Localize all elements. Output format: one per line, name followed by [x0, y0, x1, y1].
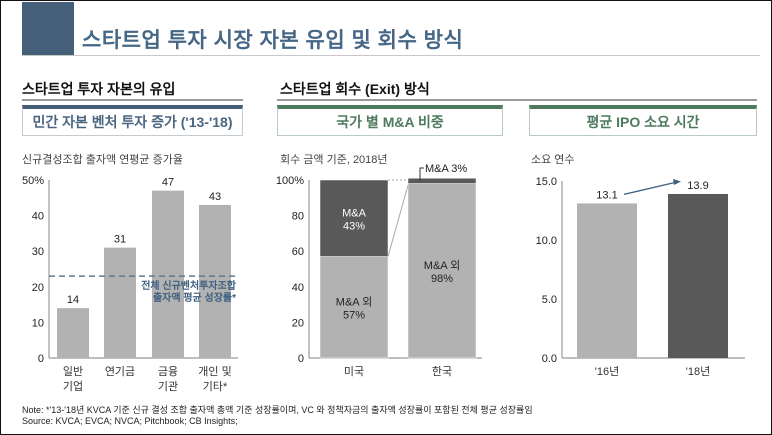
chart1-bar [57, 308, 89, 358]
chart2-stack-segment [319, 179, 389, 257]
chart1-y-tick-label: 0 [38, 353, 44, 365]
chart3-trend-arrowhead-icon [673, 178, 681, 185]
chart1-category-label: 기타* [203, 380, 228, 393]
chart3-category-label: '16년 [595, 365, 619, 378]
chart3-bar [668, 193, 728, 358]
chart2-category-label: 미국 [344, 365, 364, 378]
section-divider-left [22, 99, 243, 101]
chart3-bar [577, 203, 637, 358]
chart2-y-tick-label: 60 [292, 246, 304, 258]
chart1-category-label: 기업 [63, 380, 83, 393]
chart1-category-label: 일반 [63, 364, 83, 378]
chart1-average-label: 출자액 평균 성장률* [153, 291, 236, 304]
chart2-segment-label: 43% [343, 220, 365, 232]
chart2-segment-label: 57% [343, 309, 365, 321]
chart1-y-tick-label: 10 [32, 317, 44, 329]
chart2-y-tick-label: 80 [292, 211, 304, 223]
chart3-value-label: 13.1 [596, 189, 617, 201]
chart1-category-label: 연기금 [105, 365, 135, 378]
chart2-y-tick-label: 40 [292, 282, 304, 294]
chart3-subtitle: 소요 연수 [531, 154, 575, 166]
section-divider-right [277, 99, 757, 101]
chart2-callout-leader [419, 167, 424, 181]
chart3-y-tick-label: 0.0 [542, 353, 557, 365]
chart2-category-label: 한국 [432, 365, 452, 378]
chart2-stack-segment [407, 177, 477, 184]
header-box-vc-growth: 민간 자본 벤처 투자 증가 ('13-'18) [22, 105, 243, 136]
section-heading-inflow: 스타트업 투자 자본의 유입 [22, 81, 176, 97]
page-title: 스타트업 투자 시장 자본 유입 및 회수 방식 [82, 29, 464, 52]
chart1-category-label: 개인 및 [198, 365, 231, 378]
chart2-callout-label: M&A 3% [425, 163, 467, 175]
section-heading-exit: 스타트업 회수 (Exit) 방식 [280, 81, 430, 97]
chart3-y-tick-label: 15.0 [536, 176, 557, 188]
chart1-value-label: 14 [67, 294, 79, 306]
footer-note: Note: *'13-'18년 KVCA 기준 신규 결성 조합 출자액 총액 … [22, 405, 533, 415]
chart3-y-tick-label: 5.0 [542, 294, 557, 306]
chart1-y-tick-label: 50% [22, 175, 44, 187]
header-box-ipo-time: 평균 IPO 소요 시간 [529, 105, 757, 136]
chart3-y-tick-label: 10.0 [536, 235, 557, 247]
chart2-y-tick-label: 20 [292, 317, 304, 329]
chart1-y-tick-label: 20 [32, 282, 44, 294]
chart1-y-tick-label: 40 [32, 211, 44, 223]
chart1-value-label: 47 [162, 177, 174, 189]
chart1-bar [199, 204, 231, 358]
chart3-category-label: '18년 [686, 365, 710, 378]
chart1-y-tick-label: 30 [32, 246, 44, 258]
chart1-bar [152, 190, 184, 358]
chart1-category-label: 금융 [158, 365, 178, 378]
chart1-bar [104, 247, 136, 358]
chart2-connector-line [387, 185, 409, 257]
title-accent-square [22, 2, 74, 55]
chart2-segment-label: 98% [431, 273, 453, 285]
chart2-y-tick-label: 0 [298, 353, 304, 365]
chart2-segment-label: M&A [342, 207, 367, 219]
chart3-trend-arrow [623, 181, 678, 196]
chart2-subtitle: 회수 금액 기준, 2018년 [280, 154, 388, 166]
chart1-average-label: 전체 신규벤처투자조합 [141, 279, 237, 292]
chart2-y-tick-label: 100% [276, 175, 304, 187]
chart1-value-label: 43 [209, 191, 221, 203]
chart1-value-label: 31 [114, 234, 126, 246]
chart2-stack-segment [407, 183, 477, 359]
chart2-segment-label: M&A 외 [336, 295, 372, 308]
title-divider [22, 55, 760, 56]
chart3-value-label: 13.9 [687, 180, 708, 192]
chart1-category-label: 기관 [158, 380, 178, 393]
chart2-stack-segment [319, 256, 389, 359]
header-box-ma-share: 국가 별 M&A 비중 [277, 105, 503, 136]
chart1-subtitle: 신규결성조합 출자액 연평균 증가율 [22, 154, 183, 166]
chart2-segment-label: M&A 외 [424, 259, 460, 272]
footer-source: Source: KVCA; EVCA; NVCA; Pitchbook; CB … [22, 416, 238, 426]
